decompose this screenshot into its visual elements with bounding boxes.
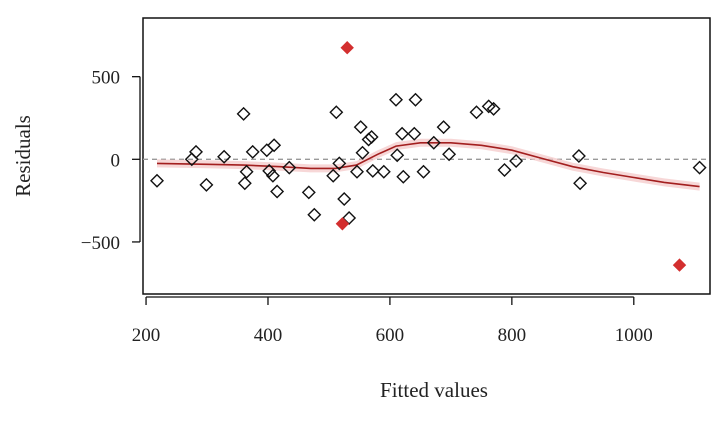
x-axis: 200 400 600 800 1000 xyxy=(132,296,653,346)
data-point xyxy=(497,163,512,177)
data-point xyxy=(199,177,214,192)
data-point xyxy=(416,164,431,179)
data-point xyxy=(376,164,391,179)
x-tick-label: 600 xyxy=(376,325,405,346)
data-point xyxy=(692,160,707,175)
y-tick-label: 0 xyxy=(111,150,121,171)
data-point xyxy=(365,163,380,178)
data-point xyxy=(353,120,368,135)
x-tick-label: 200 xyxy=(132,325,161,346)
data-point xyxy=(486,101,501,116)
smooth-trend-line xyxy=(156,142,700,188)
data-point xyxy=(389,92,403,107)
data-point xyxy=(150,173,164,188)
data-point xyxy=(265,168,280,183)
highlighted-point xyxy=(335,217,350,231)
y-axis-title: Residuals xyxy=(11,115,35,197)
data-point xyxy=(364,130,379,144)
data-point xyxy=(282,160,297,175)
data-point xyxy=(259,143,274,158)
data-point xyxy=(390,148,405,163)
data-points xyxy=(150,40,707,272)
y-tick-label: −500 xyxy=(81,233,120,254)
data-point xyxy=(337,192,352,206)
data-point xyxy=(236,106,251,121)
data-point xyxy=(245,144,260,159)
data-point xyxy=(329,105,344,120)
data-point xyxy=(267,138,282,153)
data-point xyxy=(237,176,252,191)
data-point xyxy=(307,207,322,222)
data-point xyxy=(355,145,370,160)
data-point xyxy=(442,147,457,162)
data-point xyxy=(395,126,410,141)
data-point xyxy=(396,169,411,184)
highlighted-point xyxy=(672,258,687,272)
data-point xyxy=(436,120,451,135)
data-point xyxy=(426,135,441,150)
data-point xyxy=(407,126,422,141)
data-point xyxy=(332,156,347,171)
x-tick-label: 1000 xyxy=(615,325,653,346)
x-tick-label: 800 xyxy=(498,325,527,346)
data-point xyxy=(573,176,588,191)
data-point xyxy=(262,163,277,178)
highlighted-point xyxy=(340,40,354,55)
data-point xyxy=(189,144,203,159)
data-point xyxy=(509,154,524,168)
y-tick-label: 500 xyxy=(92,68,121,89)
y-axis: −500 0 500 xyxy=(81,68,141,254)
data-point xyxy=(469,105,484,120)
data-point xyxy=(239,164,254,179)
data-point xyxy=(217,149,232,164)
data-point xyxy=(342,211,357,225)
data-point xyxy=(350,164,364,179)
data-point xyxy=(408,92,423,107)
x-axis-title: Fitted values xyxy=(380,378,488,402)
x-tick-label: 400 xyxy=(254,325,283,346)
smooth-confidence-band xyxy=(157,138,700,191)
data-point xyxy=(270,184,285,199)
plot-frame xyxy=(142,17,711,295)
data-point xyxy=(301,185,316,200)
data-point xyxy=(326,168,341,183)
data-point xyxy=(571,149,586,163)
data-point xyxy=(361,132,376,147)
